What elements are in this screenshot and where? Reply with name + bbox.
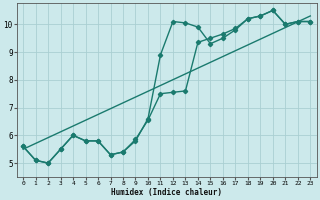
X-axis label: Humidex (Indice chaleur): Humidex (Indice chaleur) xyxy=(111,188,222,197)
